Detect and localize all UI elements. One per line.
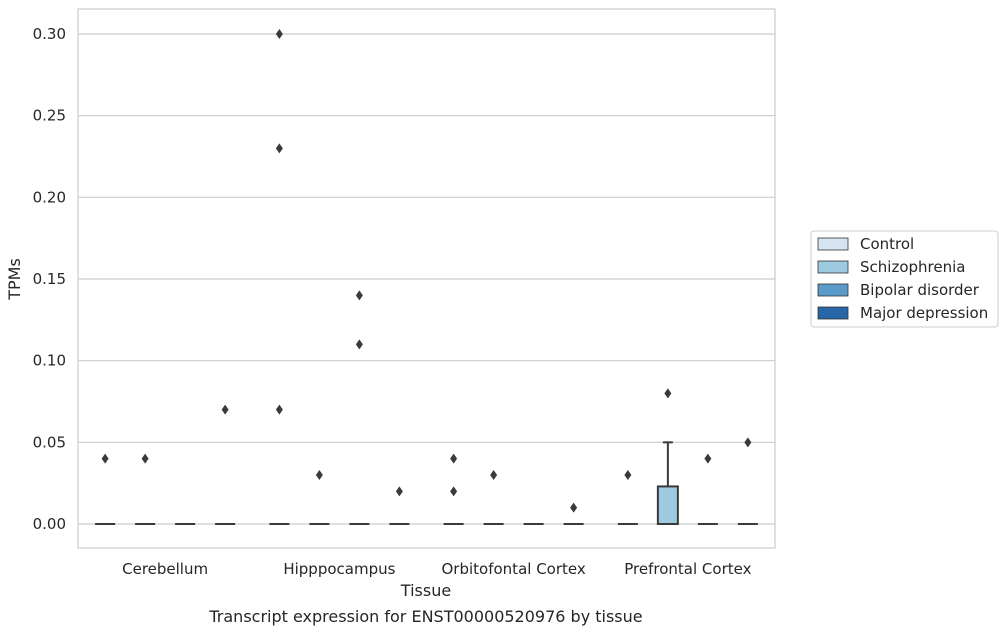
outlier-point [355,290,363,301]
box-schizophrenia [135,453,156,525]
outlier-point [704,453,712,464]
box-body [656,485,679,525]
outlier-point [355,339,363,350]
outlier-point [664,388,672,399]
box-bipolar-disorder [349,290,370,525]
outlier-point [490,470,498,480]
y-tick-label: 0.05 [33,433,66,451]
y-axis-label: TPMs [5,258,24,301]
y-tick-label: 0.10 [33,352,66,370]
legend-label: Schizophrenia [860,258,965,276]
box-control [443,453,464,525]
box-major-depression [215,404,236,525]
box-plot-area [95,29,758,525]
outlier-point [275,29,283,39]
outlier-point [450,453,458,464]
y-tick-label: 0.15 [33,270,66,288]
outlier-point [141,453,149,464]
x-tick-label: Hipppocampus [283,560,395,578]
x-tick-label: Prefrontal Cortex [624,560,751,578]
outlier-point [395,486,403,497]
outlier-point [221,404,229,415]
box-bipolar-disorder [697,453,718,525]
y-tick-label: 0.25 [33,107,66,125]
outlier-point [624,470,632,480]
chart-caption: Transcript expression for ENST0000052097… [208,607,642,626]
x-tick-label: Cerebellum [122,560,208,578]
legend-swatch [817,260,849,274]
legend-label: Bipolar disorder [860,281,980,299]
box-schizophrenia [483,470,504,525]
y-axis-ticks: 0.00 0.05 0.10 0.15 0.20 0.25 0.30 [33,25,66,533]
legend-label: Control [860,235,914,253]
outlier-point [101,453,109,464]
outlier-point [450,486,458,497]
plot-frame [77,8,776,549]
box-major-depression [389,486,410,525]
box-control [617,470,638,525]
box-major-depression [563,502,584,525]
y-tick-label: 0.20 [33,188,66,206]
y-tick-label: 0.00 [33,515,66,533]
legend: Control Schizophrenia Bipolar disorder Majo… [810,230,999,328]
legend-swatch [817,306,849,320]
legend-label: Major depression [860,304,988,322]
y-tick-label: 0.30 [33,25,66,43]
outlier-point [275,404,283,415]
outlier-point [744,437,752,448]
box-control [269,29,290,525]
box-control [95,453,116,525]
box-schizophrenia [656,388,679,525]
legend-swatch [817,283,849,297]
outlier-point [275,143,283,154]
outlier-point [315,470,323,480]
x-axis-label: Tissue [400,581,451,600]
x-axis-ticks: Cerebellum Hipppocampus Orbitofontal Corte… [122,560,751,578]
x-tick-label: Orbitofontal Cortex [442,560,586,578]
legend-frame [810,230,999,328]
box-major-depression [737,437,758,525]
box-schizophrenia [309,470,330,525]
outlier-point [570,502,578,513]
legend-swatch [817,237,849,251]
